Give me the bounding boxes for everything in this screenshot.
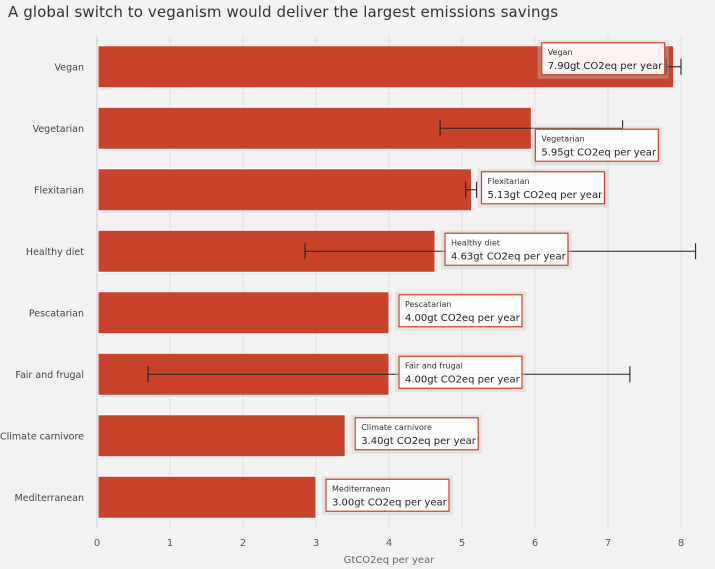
tooltip-box (541, 42, 666, 76)
category-label: Fair and frugal (15, 370, 84, 381)
tooltip: Vegetarian 5.95gt CO2eq per year (531, 126, 663, 166)
error-bar (665, 58, 682, 75)
tooltip-name: Flexitarian (487, 177, 529, 186)
category-label: Flexitarian (34, 185, 84, 196)
x-tick-label: 1 (167, 538, 173, 549)
bar[interactable] (97, 475, 317, 519)
tooltip: Fair and frugal 4.00gt CO2eq per year (395, 353, 526, 393)
tooltip: Flexitarian 5.13gt CO2eq per year (477, 168, 609, 208)
bar[interactable] (97, 168, 472, 212)
tooltip-name: Healthy diet (451, 238, 500, 247)
category-label: Vegetarian (33, 124, 84, 135)
tooltip-value: 5.13gt CO2eq per year (487, 190, 603, 201)
x-tick-label: 3 (313, 538, 319, 549)
x-tick-label: 2 (240, 538, 246, 549)
tooltip-value: 3.40gt CO2eq per year (361, 436, 477, 447)
x-tick-label: 0 (94, 538, 100, 549)
tooltip: Climate carnivore 3.40gt CO2eq per year (351, 414, 483, 454)
x-tick-label: 7 (605, 538, 611, 549)
x-tick-label: 8 (678, 538, 684, 549)
tooltip: Mediterranean 3.00gt CO2eq per year (322, 476, 453, 516)
category-label: Climate carnivore (0, 431, 84, 442)
tooltip-name: Climate carnivore (361, 423, 432, 432)
tooltip-box (354, 417, 479, 451)
tooltip-value: 4.00gt CO2eq per year (405, 313, 521, 324)
x-tick-label: 4 (386, 538, 392, 549)
bar[interactable] (97, 291, 390, 335)
tooltip-value: 5.95gt CO2eq per year (541, 147, 657, 158)
tooltip-name: Fair and frugal (405, 361, 463, 370)
tooltip-name: Vegan (548, 48, 573, 57)
category-label: Mediterranean (15, 493, 84, 504)
tooltip-name: Mediterranean (332, 484, 391, 493)
category-label: Vegan (55, 62, 84, 73)
chart-title: A global switch to veganism would delive… (8, 3, 559, 21)
tooltip-name: Pescatarian (405, 300, 451, 309)
tooltip-box (398, 355, 523, 389)
tooltip-value: 3.00gt CO2eq per year (332, 497, 448, 508)
bar[interactable] (97, 229, 436, 273)
category-label: Healthy diet (26, 247, 84, 258)
tooltip-value: 4.63gt CO2eq per year (451, 251, 567, 262)
tooltip-box (325, 478, 450, 512)
tooltip-box (398, 294, 523, 328)
x-axis-label: GtCO2eq per year (344, 555, 436, 566)
tooltip-box (534, 128, 659, 162)
error-bar (147, 366, 631, 383)
tooltip: Healthy diet 4.63gt CO2eq per year (440, 230, 572, 270)
bar[interactable] (97, 414, 346, 458)
category-label: Pescatarian (29, 308, 84, 319)
tooltip-value: 7.90gt CO2eq per year (548, 61, 664, 72)
tooltip: Vegan 7.90gt CO2eq per year (537, 39, 669, 79)
x-tick-label: 6 (532, 538, 538, 549)
tooltip-box (444, 232, 569, 266)
tooltip-value: 4.00gt CO2eq per year (405, 374, 521, 385)
x-tick-label: 5 (459, 538, 465, 549)
error-bar (465, 181, 478, 198)
tooltip: Pescatarian 4.00gt CO2eq per year (395, 291, 526, 331)
tooltip-name: Vegetarian (541, 134, 584, 143)
tooltip-box (480, 171, 606, 205)
